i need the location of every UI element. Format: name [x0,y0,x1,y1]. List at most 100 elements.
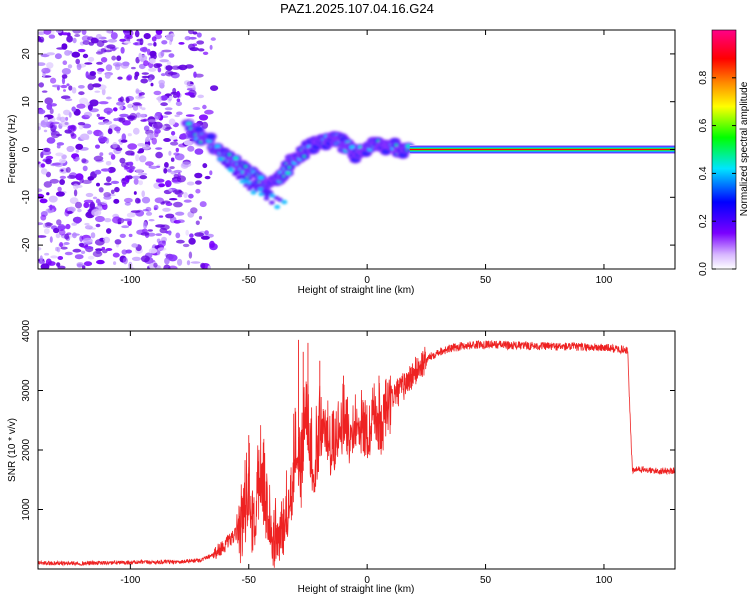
noise-speckle [107,128,113,135]
noise-speckle [41,67,51,74]
noise-speckle [195,180,202,185]
noise-speckle [165,34,173,41]
noise-speckle [98,77,103,82]
noise-speckle [153,63,161,69]
noise-speckle [185,114,195,117]
noise-speckle [98,131,104,138]
noise-speckle [48,205,56,209]
noise-speckle [75,143,84,150]
noise-speckle [77,208,82,213]
noise-speckle [176,239,185,244]
y-tick-label: 4000 [21,319,32,342]
noise-speckle [120,61,130,69]
noise-speckle [176,66,183,69]
noise-speckle [147,77,153,82]
noise-speckle [139,155,147,163]
noise-speckle [108,170,113,174]
noise-speckle [49,178,59,184]
noise-speckle [38,193,45,199]
noise-speckle [99,152,104,157]
noise-speckle [210,85,219,91]
noise-speckle [173,152,180,156]
noise-speckle [119,113,129,118]
noise-speckle [184,92,195,96]
noise-speckle [158,79,165,86]
noise-speckle [112,62,123,67]
noise-speckle [183,199,192,203]
noise-speckle [197,94,204,99]
noise-speckle [127,143,138,150]
noise-speckle [44,97,53,105]
noise-speckle [123,218,133,222]
noise-speckle [94,239,105,246]
noise-speckle [44,252,50,256]
noise-speckle [120,162,129,168]
noise-speckle [40,168,48,175]
noise-speckle [168,118,176,126]
noise-speckle [88,41,95,46]
noise-speckle [119,233,126,238]
noise-speckle [85,71,89,79]
noise-speckle [43,129,48,133]
noise-speckle [141,196,151,204]
noise-speckle [95,223,101,228]
noise-speckle [57,256,64,260]
noise-speckle [155,178,165,183]
y-tick-label: 1000 [21,498,32,521]
noise-speckle [141,107,146,111]
noise-speckle [59,121,70,127]
ridge-streak [228,168,235,173]
noise-speckle [93,155,104,162]
noise-speckle [124,166,130,170]
noise-speckle [158,215,164,218]
ridge-mark [187,122,191,126]
noise-speckle [131,243,138,248]
noise-speckle [64,98,73,102]
snr-panel: -100 -50 0 50 100 1000 2000 3000 4000 Height of… [7,319,676,595]
noise-speckle [116,101,126,106]
noise-speckle [126,175,133,180]
ridge-streak [250,190,257,195]
y-tick-label: 10 [21,96,32,108]
noise-speckle [175,232,181,239]
noise-speckle [38,38,44,43]
noise-speckle [164,257,170,265]
noise-speckle [151,137,157,145]
ridge-mark [286,171,290,175]
noise-speckle [92,250,103,258]
noise-speckle [103,195,112,200]
noise-speckle [177,258,183,266]
noise-speckle [138,92,142,97]
noise-speckle [154,197,164,204]
spectrogram-y-axis-label: Frequency (Hz) [7,115,18,184]
noise-speckle [113,261,117,265]
noise-speckle [123,197,133,203]
noise-speckle [105,64,113,72]
noise-speckle [45,222,52,228]
noise-speckle [131,256,142,261]
noise-speckle [46,137,56,144]
noise-speckle [135,197,141,204]
noise-speckle [192,31,198,35]
ridge-mark [199,140,203,144]
noise-speckle [114,186,120,193]
noise-speckle [188,237,196,245]
noise-speckle [81,35,90,42]
noise-speckle [78,85,85,89]
noise-speckle [149,50,157,57]
noise-speckle [97,199,101,207]
noise-speckle [138,180,144,186]
x-tick-label: 50 [480,575,492,586]
ridge-mark [302,155,306,158]
noise-speckle [164,111,173,115]
noise-speckle [97,70,103,75]
noise-speckle [128,233,133,238]
noise-speckle [98,121,106,125]
noise-speckle [160,95,168,101]
noise-speckle [139,175,148,180]
x-tick-label: -100 [120,575,140,586]
x-tick-label: -100 [120,275,140,286]
noise-speckle [186,260,191,266]
noise-speckle [154,112,161,120]
noise-speckle [164,107,173,111]
